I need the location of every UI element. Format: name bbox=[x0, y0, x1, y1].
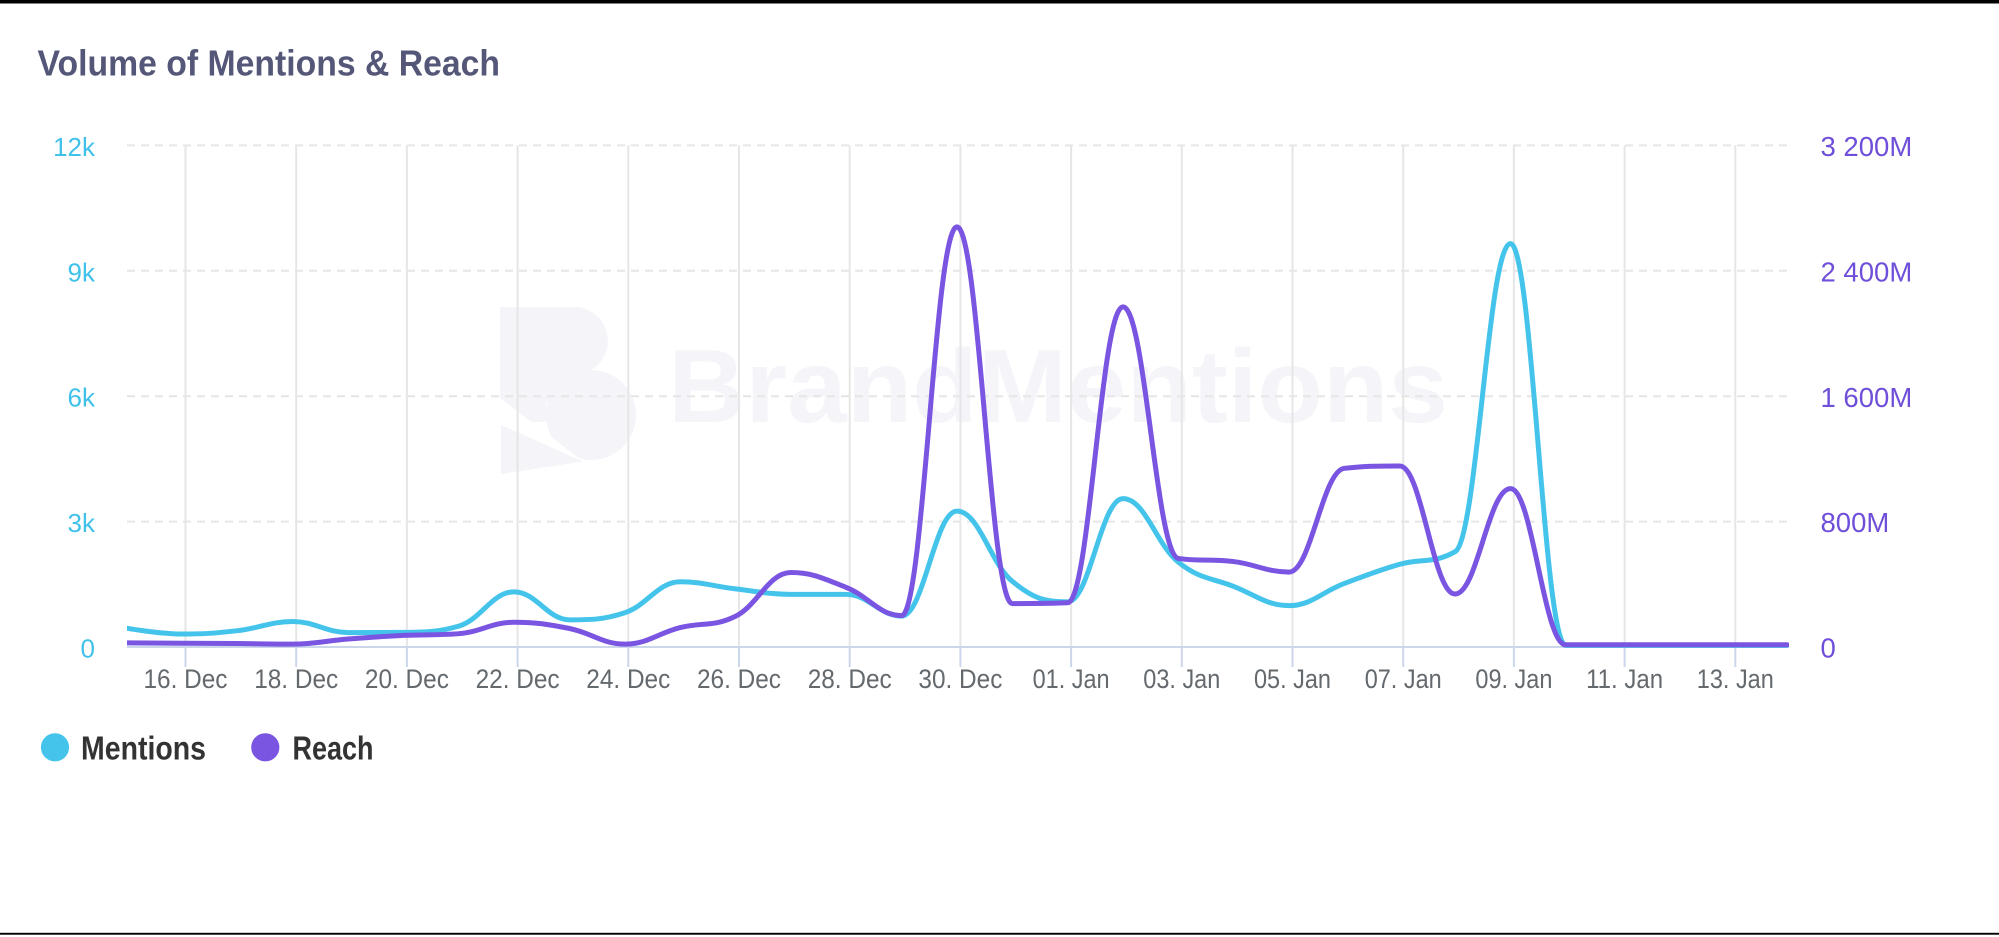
svg-text:3 200M: 3 200M bbox=[1821, 131, 1913, 162]
svg-text:03. Jan: 03. Jan bbox=[1143, 664, 1220, 694]
svg-text:Mentions: Mentions bbox=[81, 730, 206, 767]
svg-text:2 400M: 2 400M bbox=[1821, 256, 1913, 287]
svg-text:13. Jan: 13. Jan bbox=[1697, 664, 1774, 694]
svg-text:28. Dec: 28. Dec bbox=[808, 664, 892, 694]
svg-text:0: 0 bbox=[81, 634, 95, 664]
svg-text:12k: 12k bbox=[53, 132, 96, 162]
svg-text:18. Dec: 18. Dec bbox=[254, 664, 338, 694]
svg-text:01. Jan: 01. Jan bbox=[1033, 664, 1110, 694]
svg-text:6k: 6k bbox=[68, 383, 96, 413]
svg-text:0: 0 bbox=[1821, 633, 1836, 664]
svg-text:BrandMentions: BrandMentions bbox=[668, 329, 1448, 445]
svg-text:Reach: Reach bbox=[293, 730, 374, 767]
svg-text:800M: 800M bbox=[1821, 507, 1890, 538]
svg-text:07. Jan: 07. Jan bbox=[1365, 664, 1442, 694]
svg-text:3k: 3k bbox=[68, 508, 96, 538]
svg-text:30. Dec: 30. Dec bbox=[918, 664, 1002, 694]
svg-text:11. Jan: 11. Jan bbox=[1586, 664, 1663, 694]
svg-text:22. Dec: 22. Dec bbox=[476, 664, 560, 694]
svg-text:1 600M: 1 600M bbox=[1821, 382, 1913, 413]
svg-text:05. Jan: 05. Jan bbox=[1254, 664, 1331, 694]
svg-text:16. Dec: 16. Dec bbox=[144, 664, 228, 694]
svg-text:09. Jan: 09. Jan bbox=[1475, 664, 1552, 694]
svg-text:24. Dec: 24. Dec bbox=[586, 664, 670, 694]
svg-text:9k: 9k bbox=[68, 257, 96, 287]
svg-text:Volume of Mentions & Reach: Volume of Mentions & Reach bbox=[38, 43, 501, 84]
svg-text:20. Dec: 20. Dec bbox=[365, 664, 449, 694]
svg-text:26. Dec: 26. Dec bbox=[697, 664, 781, 694]
